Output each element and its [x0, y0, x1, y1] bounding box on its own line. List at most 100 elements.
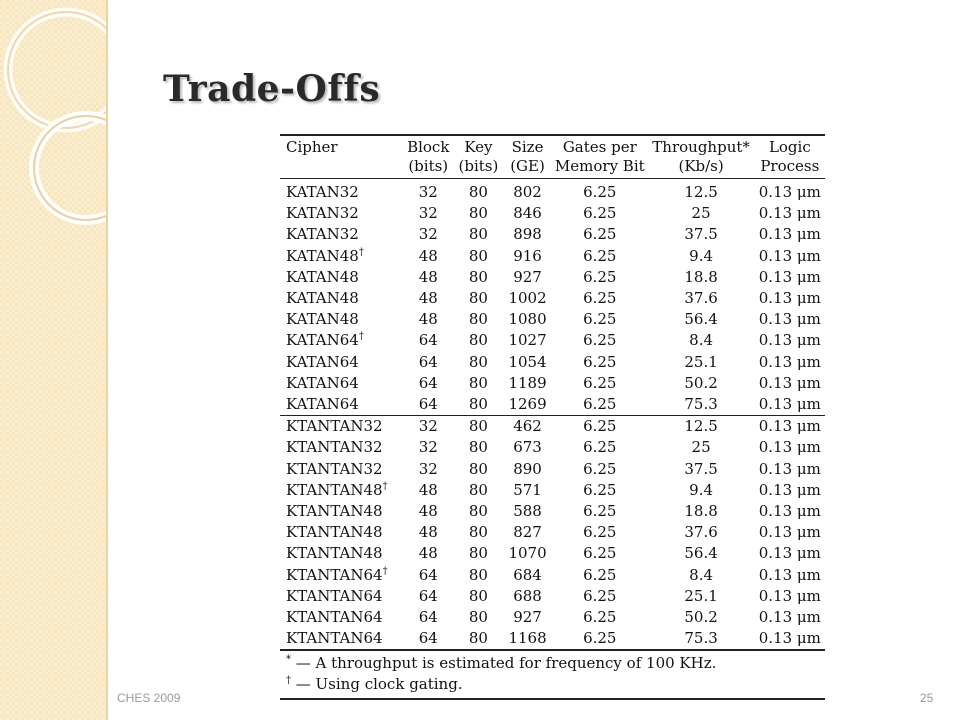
cell-cipher: KATAN64 [280, 373, 403, 394]
cell-key: 80 [454, 373, 503, 394]
cell-gates-text: 6.25 [583, 395, 617, 414]
cell-gates: 6.25 [552, 288, 647, 309]
cell-throughput-text: 25.1 [684, 586, 718, 605]
cell-cipher-text: KTANTAN64 [286, 565, 383, 584]
cell-process: 0.13 μm [755, 246, 825, 267]
cell-gates-text: 6.25 [583, 267, 617, 286]
cell-throughput-text: 75.3 [684, 395, 718, 414]
cell-cipher: KTANTAN48 [280, 522, 403, 543]
table-row: KTANTAN48 48 80 827 6.25 37.6 0.13 μm [280, 522, 825, 543]
cell-cipher: KTANTAN48† [280, 480, 403, 501]
cell-process-text: 0.13 μm [758, 417, 821, 436]
cell-gates: 6.25 [552, 267, 647, 288]
cell-size-text: 1054 [508, 352, 547, 371]
cell-size-text: 571 [513, 480, 542, 499]
cell-throughput: 25 [648, 437, 755, 458]
cell-process: 0.13 μm [755, 543, 825, 564]
cell-key-text: 80 [468, 502, 488, 521]
cell-cipher-text: KATAN64 [286, 352, 359, 371]
cell-block-text: 32 [418, 459, 438, 478]
cell-size-text: 927 [513, 608, 542, 627]
header-gates: Gates per [552, 134, 648, 157]
table-row: KTANTAN48† 48 80 571 6.25 9.4 0.13 μm [280, 480, 825, 501]
cell-block-text: 32 [418, 417, 438, 436]
cell-cipher: KTANTAN64 [280, 607, 403, 628]
cell-cipher-text: KTANTAN64 [286, 608, 383, 627]
cell-process: 0.13 μm [755, 628, 825, 649]
cell-gates: 6.25 [552, 565, 647, 586]
cell-block-text: 64 [418, 586, 438, 605]
cell-process-text: 0.13 μm [758, 289, 821, 308]
cell-gates-text: 6.25 [583, 523, 617, 542]
cell-throughput-text: 25.1 [684, 352, 718, 371]
header-block-unit: (bits) [402, 157, 454, 179]
cell-gates: 6.25 [552, 309, 647, 330]
cell-throughput-text: 56.4 [684, 310, 718, 329]
cell-throughput: 37.5 [648, 459, 755, 480]
cell-cipher: KTANTAN48 [280, 543, 403, 564]
cell-block: 64 [403, 352, 454, 373]
cell-throughput-text: 18.8 [684, 267, 718, 286]
cell-cipher: KATAN32 [280, 224, 403, 245]
cell-block-text: 48 [418, 544, 438, 563]
header-throughput: Throughput* [647, 134, 755, 157]
cell-process: 0.13 μm [755, 501, 825, 522]
cell-size: 1002 [503, 288, 552, 309]
cell-process: 0.13 μm [754, 415, 825, 438]
cell-block: 32 [403, 203, 454, 224]
cell-throughput: 75.3 [648, 394, 755, 416]
cell-size: 1054 [503, 352, 552, 373]
cell-cipher: KATAN64 [280, 352, 403, 373]
table-row: KATAN64 64 80 1269 6.25 75.3 0.13 μm [280, 394, 825, 416]
cell-throughput: 9.4 [648, 480, 755, 501]
cell-key: 80 [453, 178, 504, 204]
cell-cipher: KTANTAN64† [280, 565, 403, 586]
table-row: KATAN48 48 80 1080 6.25 56.4 0.13 μm [280, 309, 825, 330]
header-throughput-unit: (Kb/s) [647, 157, 755, 179]
cell-process-text: 0.13 μm [758, 267, 821, 286]
cell-process-text: 0.13 μm [758, 246, 821, 265]
cell-cipher: KTANTAN64 [280, 628, 403, 649]
cell-size: 462 [503, 415, 553, 438]
cell-cipher: KTANTAN32 [280, 415, 403, 438]
tradeoff-table: Cipher Block Key Size Gates per Throughp… [280, 134, 825, 649]
cell-key-text: 80 [468, 225, 488, 244]
cell-process-text: 0.13 μm [758, 480, 821, 499]
cell-process: 0.13 μm [755, 203, 825, 224]
cell-throughput-text: 50.2 [684, 608, 718, 627]
cell-cipher: KATAN48† [280, 246, 403, 267]
cell-throughput: 37.6 [648, 288, 755, 309]
cell-gates: 6.25 [552, 373, 647, 394]
cell-gates: 6.25 [552, 203, 647, 224]
cell-cipher-text: KTANTAN48 [286, 502, 383, 521]
cell-key: 80 [454, 459, 503, 480]
cell-process-text: 0.13 μm [758, 395, 821, 414]
cell-cipher: KATAN64† [280, 330, 403, 351]
header-size: Size [503, 134, 553, 157]
cell-key-text: 80 [468, 544, 488, 563]
cell-throughput-text: 8.4 [689, 331, 714, 350]
cell-size: 890 [503, 459, 552, 480]
cell-gates-text: 6.25 [583, 225, 617, 244]
cell-process-text: 0.13 μm [758, 586, 821, 605]
cell-key: 80 [453, 415, 504, 438]
cell-size: 1070 [503, 543, 552, 564]
table-row: KTANTAN32 32 80 673 6.25 25 0.13 μm [280, 437, 825, 458]
cell-throughput-text: 37.6 [684, 523, 718, 542]
header-cipher-unit [280, 157, 403, 179]
cell-cipher-text: KATAN32 [286, 204, 359, 223]
cell-throughput: 75.3 [648, 628, 755, 649]
cell-process: 0.13 μm [755, 565, 825, 586]
cell-throughput-text: 25 [691, 438, 711, 457]
note-clock-gating: † — Using clock gating. [286, 674, 825, 695]
cell-size-text: 673 [513, 438, 542, 457]
cell-block: 64 [403, 373, 454, 394]
header-block: Block [402, 134, 454, 157]
cell-size-text: 802 [513, 183, 542, 201]
cell-throughput-text: 37.5 [684, 459, 718, 478]
cell-gates-text: 6.25 [583, 310, 617, 329]
cell-gates-text: 6.25 [583, 438, 617, 457]
cell-cipher: KTANTAN32 [280, 437, 403, 458]
cell-throughput: 12.5 [647, 178, 755, 204]
table-row: KATAN48 48 80 927 6.25 18.8 0.13 μm [280, 267, 825, 288]
